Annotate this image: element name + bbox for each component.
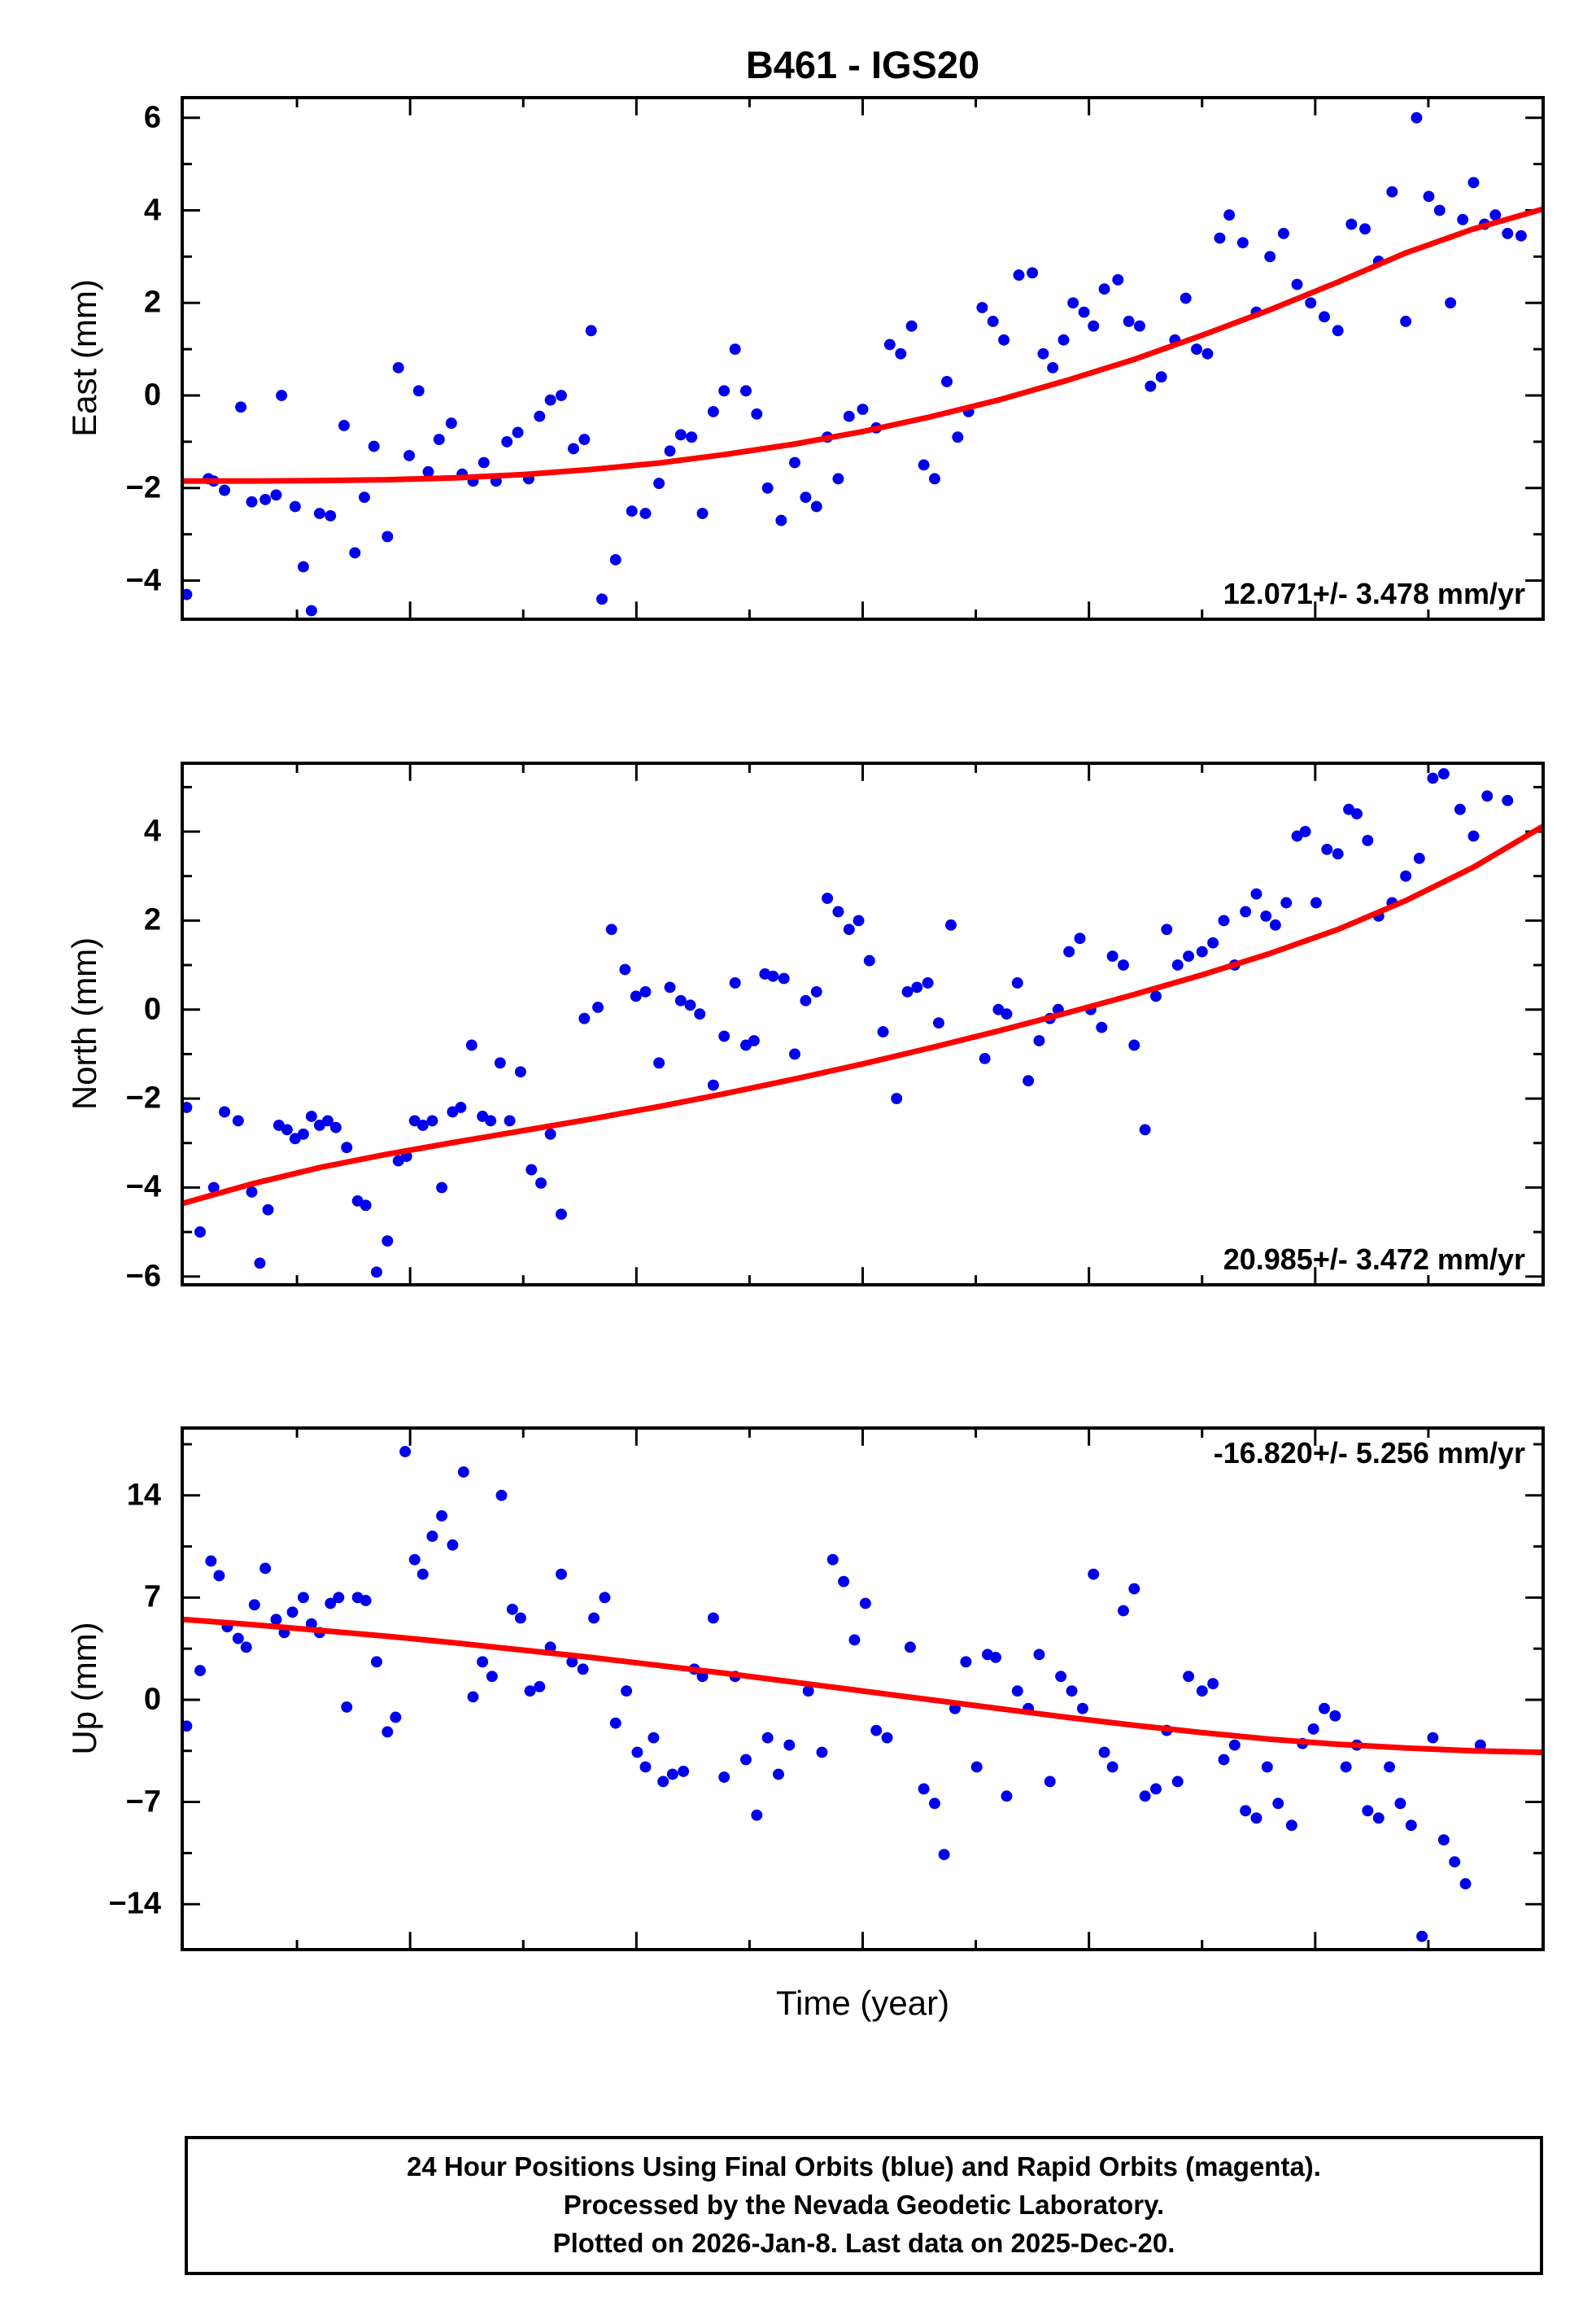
y-tick-label-north: −6: [125, 1259, 161, 1294]
y-tick-label-up: 14: [126, 1478, 161, 1513]
y-tick-label-east: 4: [143, 193, 161, 227]
panel-east: 12.071+/- 3.478 mm/yr: [181, 96, 1545, 621]
y-tick-label-up: −7: [125, 1784, 161, 1819]
rate-annotation-east: 12.071+/- 3.478 mm/yr: [1223, 577, 1525, 610]
panel-north-canvas: [184, 765, 1541, 1283]
y-tick-label-up: −14: [108, 1886, 161, 1921]
y-tick-label-east: −2: [125, 470, 161, 505]
panel-east-canvas: [184, 99, 1541, 618]
y-tick-label-north: 0: [143, 992, 161, 1027]
panel-up-canvas: [184, 1430, 1541, 1948]
caption-line-1: 24 Hour Positions Using Final Orbits (bl…: [407, 2151, 1321, 2182]
rate-annotation-north: 20.985+/- 3.472 mm/yr: [1223, 1243, 1525, 1276]
x-axis-label: Time (year): [775, 1984, 950, 2022]
y-tick-label-north: −2: [125, 1081, 161, 1116]
y-tick-label-north: 4: [143, 814, 161, 849]
y-tick-label-north: −4: [125, 1169, 161, 1204]
caption-box: 24 Hour Positions Using Final Orbits (bl…: [185, 2136, 1543, 2275]
plot-title: B461 - IGS20: [745, 43, 980, 86]
caption-line-2: Processed by the Nevada Geodetic Laborat…: [563, 2189, 1165, 2220]
panel-up: -16.820+/- 5.256 mm/yr: [181, 1426, 1545, 1951]
caption-line-3: Plotted on 2026-Jan-8. Last data on 2025…: [552, 2227, 1175, 2258]
y-tick-label-up: 7: [143, 1579, 161, 1614]
y-tick-label-up: 0: [143, 1682, 161, 1717]
y-tick-label-north: 2: [143, 902, 161, 937]
y-tick-label-east: 0: [143, 378, 161, 413]
rate-annotation-up: -16.820+/- 5.256 mm/yr: [1213, 1436, 1525, 1470]
panel-north: 20.985+/- 3.472 mm/yr: [181, 762, 1545, 1286]
y-tick-label-east: 2: [143, 285, 161, 320]
y-tick-label-east: 6: [143, 100, 161, 135]
y-tick-label-east: −4: [125, 563, 161, 597]
